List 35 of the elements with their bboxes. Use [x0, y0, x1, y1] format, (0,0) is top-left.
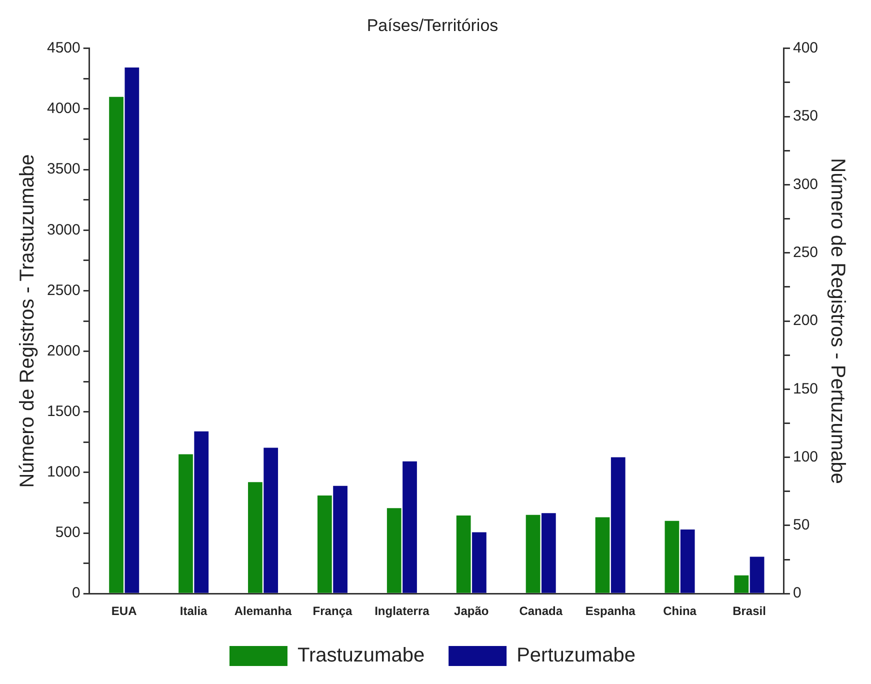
y-tick-label: 1500 [46, 403, 80, 420]
y2-tick-label: 100 [792, 448, 818, 466]
x-tick-label: Espanha [585, 604, 636, 618]
bar [750, 556, 764, 593]
y2-tick-label: 0 [792, 584, 802, 602]
legend-label: Pertuzumabe [516, 644, 636, 667]
y2-tick-label: 250 [792, 244, 818, 261]
y-axis-title: Número de Registros - Trastuzumabe [16, 154, 39, 488]
y-tick-label: 1000 [46, 464, 80, 481]
y-tick-label: 4500 [46, 40, 80, 57]
y-tick-label: 2500 [46, 282, 80, 299]
x-tick-label: Inglaterra [374, 604, 430, 618]
y-tick-label: 0 [72, 584, 80, 602]
y2-axis-title: Número de Registros - Pertuzumabe [826, 158, 848, 484]
chart-title: Países/Territórios [366, 16, 498, 35]
y2-tick-label: 400 [792, 40, 818, 57]
x-tick-label: Brasil [732, 604, 766, 618]
x-tick-label: Canada [519, 604, 563, 618]
y2-tick-label: 200 [792, 312, 818, 330]
y-tick-label: 500 [55, 524, 80, 542]
x-tick-label: Japão [454, 604, 489, 618]
x-tick-label: EUA [111, 604, 138, 618]
y-tick-label: 3000 [46, 221, 80, 238]
x-tick-label: França [312, 604, 352, 618]
legend-label: Trastuzumabe [297, 644, 425, 667]
y-tick-label: 4000 [46, 100, 80, 118]
x-tick-label: China [663, 604, 697, 618]
x-tick-label: Alemanha [234, 604, 292, 618]
x-tick-label: Italia [180, 604, 208, 618]
y-tick-label: 3500 [46, 160, 80, 178]
y2-tick-label: 350 [792, 108, 818, 125]
y2-tick-label: 50 [792, 516, 810, 534]
y2-tick-label: 300 [792, 176, 818, 193]
y2-tick-label: 150 [792, 380, 818, 398]
y-tick-label: 2000 [46, 342, 80, 360]
